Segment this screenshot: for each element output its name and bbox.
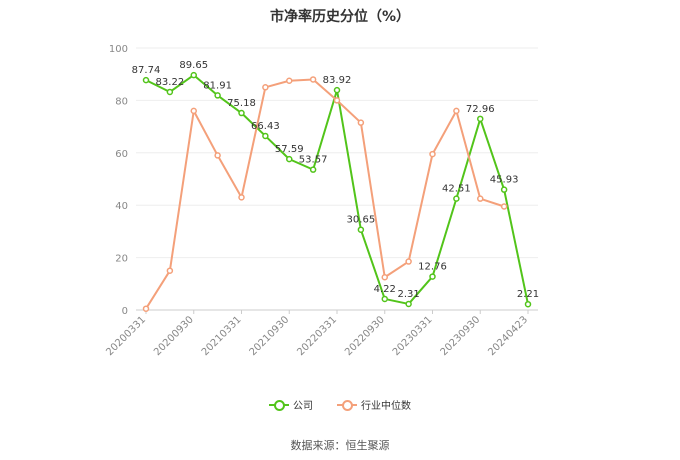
series-1-point [262, 84, 269, 91]
series-0-point [333, 86, 341, 94]
legend-swatch-industry-icon [337, 399, 357, 411]
y-tick-label: 40 [115, 201, 128, 212]
series-1-point [238, 194, 245, 201]
series-1-point [286, 77, 293, 84]
series-0-point [453, 195, 460, 202]
data-label: 53.57 [299, 155, 328, 166]
x-tick-label: 20210331 [200, 314, 244, 358]
x-tick-label: 20200930 [152, 314, 196, 358]
data-label: 4.22 [374, 284, 396, 295]
series-0-point [429, 273, 436, 280]
series-0-point [214, 92, 221, 99]
series-0-point [357, 226, 365, 233]
x-tick-label: 20230331 [391, 314, 435, 358]
data-label: 2.31 [397, 289, 419, 300]
series-1-point [429, 150, 436, 158]
x-tick-label: 20220930 [343, 314, 387, 358]
series-1-point [405, 258, 412, 265]
series-0-point [381, 295, 388, 303]
y-tick-label: 20 [115, 254, 128, 265]
x-tick-label: 20220331 [295, 314, 339, 358]
data-label: 30.65 [347, 215, 376, 226]
data-label: 75.18 [227, 98, 256, 109]
y-tick-label: 60 [115, 149, 128, 160]
series-1-point [333, 97, 341, 104]
series-line-1 [145, 78, 505, 310]
series-1-point [357, 119, 365, 126]
legend: 公司 行业中位数 [0, 397, 680, 412]
y-tick-label: 0 [122, 306, 128, 317]
series-layer [142, 71, 532, 312]
data-label: 2.21 [517, 289, 539, 300]
x-tick-label: 20230930 [439, 314, 483, 358]
series-0-point [309, 166, 317, 173]
data-label: 87.74 [132, 65, 161, 76]
data-label: 12.76 [418, 262, 447, 273]
y-tick-label: 100 [109, 44, 128, 55]
series-1-point [190, 107, 197, 115]
series-1-point [309, 76, 317, 83]
series-0-point [190, 71, 197, 79]
series-0-point [166, 88, 174, 96]
series-0-point [286, 155, 293, 163]
data-label: 66.43 [251, 121, 280, 132]
data-label: 45.93 [490, 175, 519, 186]
series-1-point [142, 305, 150, 312]
series-0-point [405, 300, 412, 308]
legend-item-industry-median[interactable]: 行业中位数 [337, 397, 411, 412]
data-label: 42.51 [442, 184, 471, 195]
data-label: 89.65 [179, 60, 208, 71]
data-label: 83.92 [323, 75, 352, 86]
x-tick-label: 20240423 [486, 314, 530, 358]
source-note: 数据来源：恒生聚源 [290, 439, 390, 452]
series-0-point [500, 186, 508, 193]
series-0-point [524, 300, 532, 308]
data-label: 72.96 [466, 104, 495, 115]
x-tick-label: 20210930 [248, 314, 292, 358]
series-1-point [214, 152, 221, 159]
data-label: 83.22 [156, 77, 185, 88]
series-1-point [381, 274, 388, 281]
y-tick-label: 80 [115, 96, 128, 107]
legend-item-company[interactable]: 公司 [269, 397, 313, 412]
series-1-point [477, 195, 484, 202]
legend-label-industry-median: 行业中位数 [361, 401, 411, 412]
data-label: 81.91 [203, 80, 232, 91]
series-0-point [238, 109, 245, 117]
chart-title: 市净率历史分位（%） [269, 9, 411, 25]
series-1-point [166, 267, 174, 274]
x-tick-label: 20200331 [104, 314, 148, 358]
data-label: 57.59 [275, 144, 304, 155]
series-1-point [453, 107, 460, 115]
legend-swatch-company-icon [269, 399, 289, 411]
legend-label-company: 公司 [293, 401, 313, 412]
series-1-point [500, 203, 508, 210]
series-0-point [477, 115, 484, 123]
series-0-point [262, 132, 269, 140]
series-0-point [142, 76, 150, 84]
